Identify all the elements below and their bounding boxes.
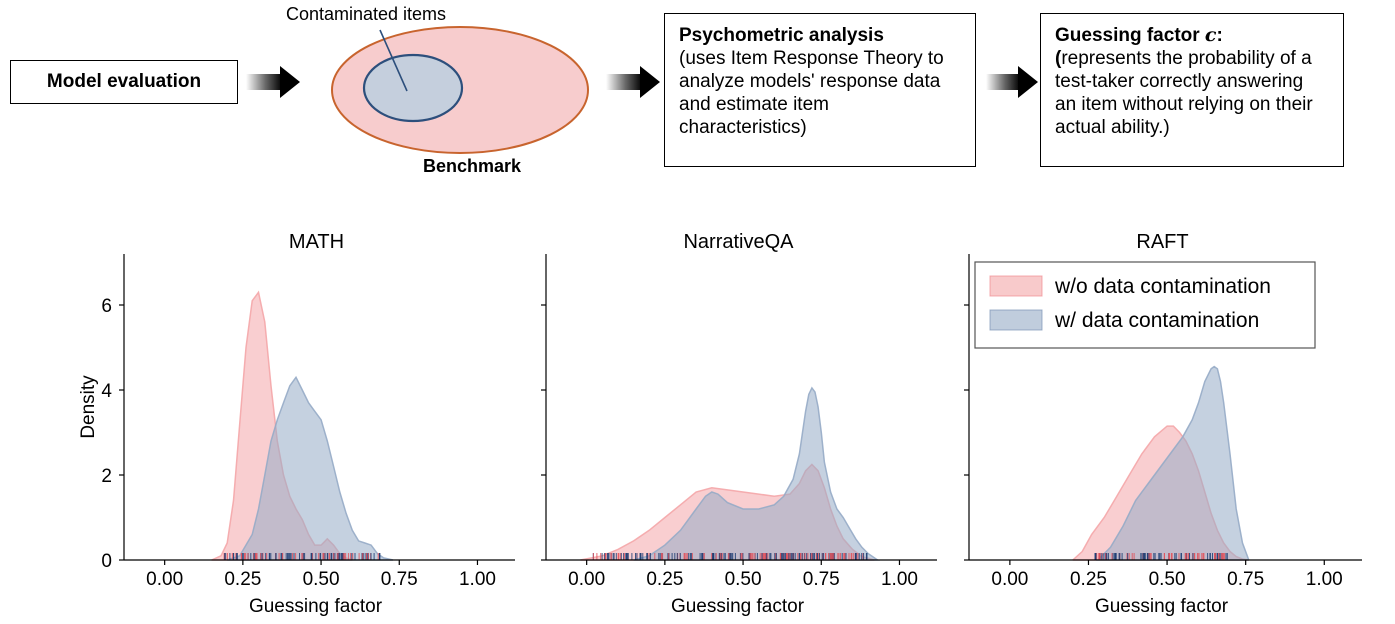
x-tick-label-1-3: 0.75 — [803, 569, 840, 590]
arrow-3 — [986, 66, 1038, 98]
legend-swatch-without — [989, 275, 1043, 297]
y-axis-label-0: Density — [78, 375, 99, 439]
x-tick-label-0-4: 1.00 — [459, 569, 496, 590]
model-evaluation-label: Model evaluation — [46, 71, 202, 92]
benchmark-label: Benchmark — [423, 156, 522, 176]
legend-swatch-with — [989, 309, 1043, 331]
x-tick-label-1-1: 0.25 — [646, 569, 683, 590]
psychometric-title: Psychometric analysis — [679, 25, 884, 46]
density-area-1-1 — [633, 386, 881, 561]
legend: w/o data contamination w/ data contamina… — [974, 261, 1316, 349]
x-tick-label-2-3: 0.75 — [1227, 569, 1264, 590]
x-tick-label-0-1: 0.25 — [224, 569, 261, 590]
panel-title-0: MATH — [289, 231, 344, 253]
guessing-title: Guessing factor c: — [1055, 24, 1329, 47]
density-area-2-1 — [1096, 365, 1250, 561]
x-tick-label-1-4: 1.00 — [881, 569, 918, 590]
rug-group-2 — [1094, 553, 1228, 560]
x-axis-label-2: Guessing factor — [1095, 596, 1229, 617]
arrow-2 — [606, 66, 660, 98]
y-tick-label-0-2: 4 — [101, 381, 112, 402]
legend-label-without: w/o data contamination — [1054, 275, 1271, 298]
rug-group-1 — [592, 553, 868, 560]
guessing-symbol: c — [1204, 24, 1217, 46]
psychometric-analysis-box: Psychometric analysis (uses Item Respons… — [664, 13, 976, 167]
guessing-paren: ( — [1055, 48, 1062, 69]
guessing-title-text: Guessing factor — [1055, 25, 1205, 46]
psychometric-body: (uses Item Response Theory to analyze mo… — [679, 48, 944, 138]
y-tick-label-0-1: 2 — [101, 466, 112, 487]
legend-label-with: w/ data contamination — [1054, 309, 1259, 332]
x-tick-label-2-0: 0.00 — [991, 569, 1028, 590]
guessing-body-text: represents the probability of a test-tak… — [1055, 48, 1313, 138]
guessing-factor-box: Guessing factor c: (represents the proba… — [1040, 13, 1344, 167]
x-tick-label-0-0: 0.00 — [146, 569, 183, 590]
x-tick-label-2-2: 0.50 — [1149, 569, 1186, 590]
guessing-body: (represents the probability of a test-ta… — [1055, 47, 1329, 139]
x-tick-label-1-0: 0.00 — [568, 569, 605, 590]
y-tick-label-0-0: 0 — [101, 551, 112, 572]
x-axis-label-1: Guessing factor — [671, 596, 805, 617]
x-tick-label-0-2: 0.50 — [303, 569, 340, 590]
y-tick-label-0-3: 6 — [101, 296, 112, 317]
arrow-1 — [246, 66, 300, 98]
x-axis-label-0: Guessing factor — [249, 596, 383, 617]
contaminated-ellipse — [362, 53, 464, 123]
guessing-colon: : — [1216, 25, 1223, 46]
charts-group: MATH 0.00 0.25 0.50 0.75 1.00 0 2 4 6 Guessing fac… — [78, 231, 1362, 617]
contaminated-pointer-line — [379, 29, 408, 92]
density-area-0-1 — [226, 375, 394, 561]
model-evaluation-box: Model evaluation — [10, 60, 238, 104]
x-tick-label-1-2: 0.50 — [725, 569, 762, 590]
rug-group-0 — [223, 553, 381, 560]
panel-title-2: RAFT — [1136, 231, 1188, 253]
contaminated-items-label: Contaminated items — [286, 4, 446, 24]
x-tick-label-2-4: 1.00 — [1306, 569, 1343, 590]
panel-title-1: NarrativeQA — [683, 231, 794, 253]
x-tick-label-2-1: 0.25 — [1070, 569, 1107, 590]
x-tick-label-0-3: 0.75 — [381, 569, 418, 590]
